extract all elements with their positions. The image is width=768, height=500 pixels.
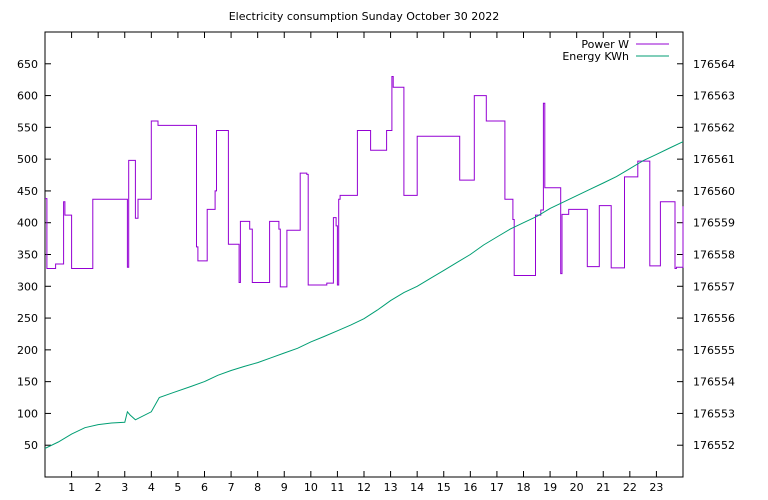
x-tick-label: 11 <box>330 481 344 494</box>
x-tick-label: 15 <box>437 481 451 494</box>
y2-tick-label: 176553 <box>693 407 735 420</box>
x-tick-label: 1 <box>68 481 75 494</box>
y-tick-label: 100 <box>17 407 38 420</box>
y-axis-left: 50 100 150 200 250 300 350 400 450 500 550 600 650 <box>17 58 51 452</box>
y2-tick-label: 176557 <box>693 280 735 293</box>
y-tick-label: 350 <box>17 249 38 262</box>
x-tick-label: 16 <box>463 481 477 494</box>
legend-label-power: Power W <box>581 38 629 51</box>
x-tick-label: 7 <box>228 481 235 494</box>
y2-tick-label: 176563 <box>693 90 735 103</box>
y2-tick-label: 176555 <box>693 344 735 357</box>
x-tick-label: 2 <box>95 481 102 494</box>
y-tick-label: 450 <box>17 185 38 198</box>
series-layer <box>44 76 684 449</box>
x-tick-label: 13 <box>384 481 398 494</box>
legend: Power W Energy KWh <box>562 38 669 63</box>
y-tick-label: 500 <box>17 153 38 166</box>
series-energy-line <box>44 141 684 449</box>
y-tick-label: 300 <box>17 280 38 293</box>
x-tick-label: 5 <box>174 481 181 494</box>
x-tick-label: 3 <box>121 481 128 494</box>
x-tick-label: 14 <box>410 481 424 494</box>
x-tick-label: 12 <box>357 481 371 494</box>
y2-tick-label: 176560 <box>693 185 735 198</box>
y2-tick-label: 176564 <box>693 58 735 71</box>
x-tick-label: 4 <box>148 481 155 494</box>
y-tick-label: 600 <box>17 90 38 103</box>
x-tick-label: 21 <box>596 481 610 494</box>
x-tick-label: 6 <box>201 481 208 494</box>
y-tick-label: 550 <box>17 121 38 134</box>
y-tick-label: 50 <box>24 439 38 452</box>
legend-label-energy: Energy KWh <box>562 50 629 63</box>
x-tick-label: 18 <box>517 481 531 494</box>
x-tick-label: 8 <box>254 481 261 494</box>
y2-tick-label: 176558 <box>693 249 735 262</box>
y2-tick-label: 176556 <box>693 312 735 325</box>
x-tick-label: 19 <box>543 481 557 494</box>
x-tick-label: 22 <box>623 481 637 494</box>
x-tick-label: 23 <box>649 481 663 494</box>
y-tick-label: 250 <box>17 312 38 325</box>
y-tick-label: 400 <box>17 217 38 230</box>
x-tick-label: 9 <box>281 481 288 494</box>
x-tick-label: 17 <box>490 481 504 494</box>
y-tick-label: 650 <box>17 58 38 71</box>
y2-tick-label: 176562 <box>693 121 735 134</box>
y2-tick-label: 176554 <box>693 376 735 389</box>
y2-tick-label: 176561 <box>693 153 735 166</box>
y-tick-label: 200 <box>17 344 38 357</box>
y-axis-right: 176552 176553 176554 176555 176556 176557 1765… <box>677 58 735 452</box>
y2-tick-label: 176559 <box>693 217 735 230</box>
y2-tick-label: 176552 <box>693 439 735 452</box>
series-power-line <box>45 76 684 288</box>
chart-title: Electricity consumption Sunday October 3… <box>229 10 500 23</box>
y-tick-label: 150 <box>17 376 38 389</box>
x-axis: 1 2 3 4 5 6 7 8 9 10 11 12 13 14 15 16 17 18 19 20 21 22 23 <box>68 32 663 494</box>
x-tick-label: 20 <box>570 481 584 494</box>
x-tick-label: 10 <box>304 481 318 494</box>
